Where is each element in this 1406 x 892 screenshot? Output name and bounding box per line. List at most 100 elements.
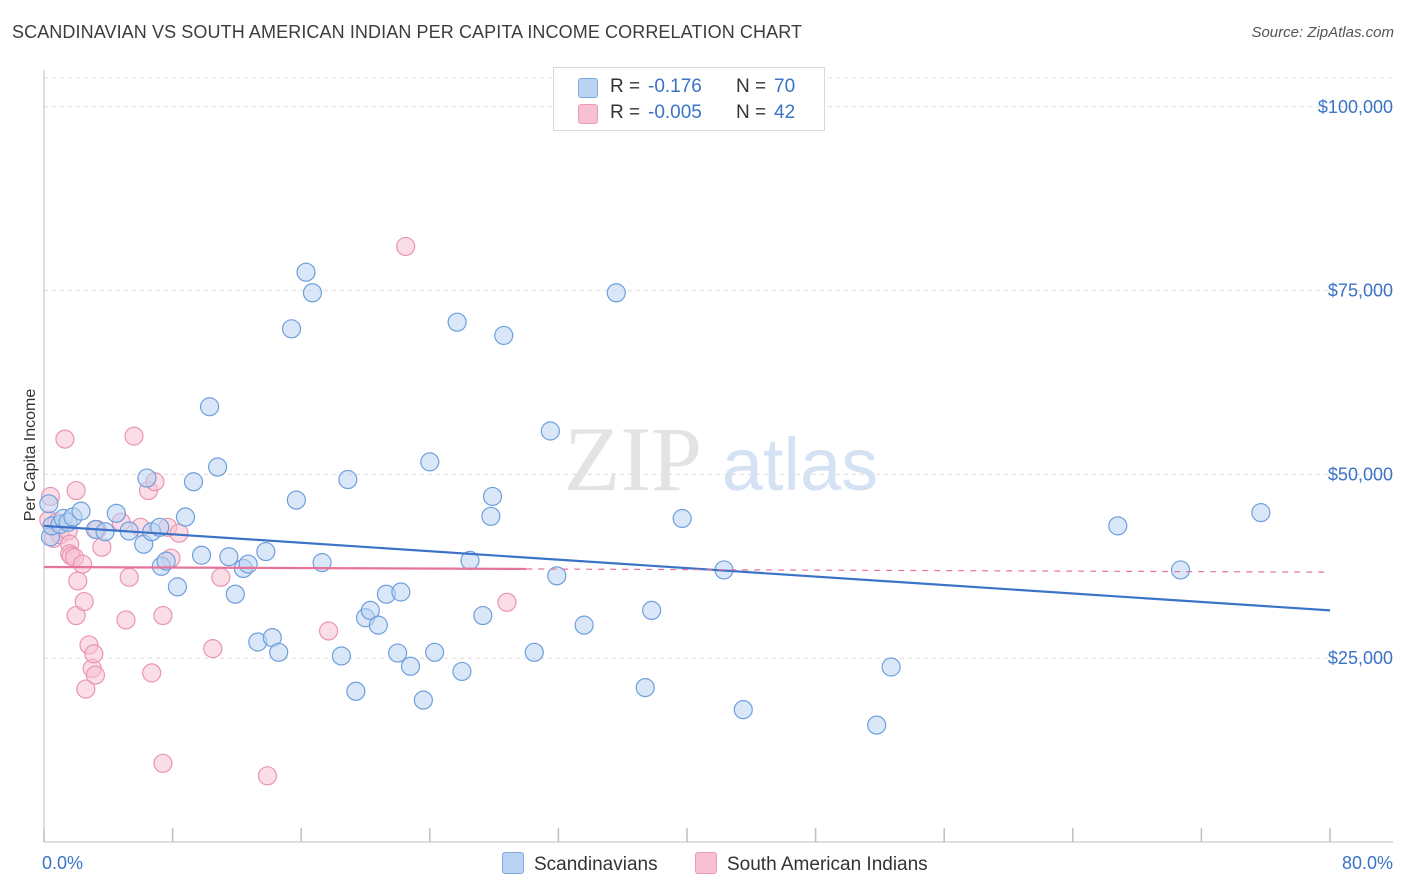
south-american-indian-point [169,523,189,543]
south-american-indian-point [318,621,339,641]
scandinavian-point [238,554,258,574]
r-label: R = [610,76,641,97]
scandinavian-point [413,690,433,710]
y-tick-label: $25,000 [1328,648,1393,668]
n-label: N = [736,76,767,97]
south-american-indian-point [55,429,75,449]
y-tick-label: $75,000 [1328,281,1393,301]
scandinavian-point [175,507,196,527]
scandinavian-point [482,486,503,507]
r-value: -0.005 [648,102,702,123]
scandinavian-point [574,615,594,635]
series-scandinavians [39,262,1271,735]
scandinavian-point [733,700,753,720]
scandinavians-trend-line [43,524,1331,612]
trend-lines [43,524,1331,612]
scandinavian-point [199,397,220,417]
south-american-indian-point [66,480,86,501]
x-tick-label-min: 0.0% [42,853,83,873]
south-american-indian-point [142,663,162,683]
scandinavian-point [1170,560,1191,580]
south-american-indian-point [116,610,136,630]
n-label: N = [736,102,767,123]
south-american-indian-point [211,567,231,587]
south-american-indian-point [92,537,112,557]
scandinavian-point [1108,516,1128,536]
scandinavian-point [867,715,887,735]
scandinavian-point [391,582,411,602]
scandinavian-point [281,319,302,339]
scandinavian-point [71,501,91,521]
scandinavian-point [137,468,157,488]
scandinavian-point [524,642,544,662]
south-american-indian-point [257,766,278,786]
scandinavian-point [191,545,212,565]
scandinavian-point [547,566,567,586]
south-american-indian-point [76,679,96,699]
scandinavian-point [360,600,380,621]
south-american-indian-point [85,665,106,685]
y-tick-labels: $25,000 $50,000 $75,000 $100,000 [1318,97,1393,668]
legend-item-scandinavians: Scandinavians [502,852,658,876]
pink-swatch [695,852,717,874]
blue-swatch [502,852,524,874]
south-american-indian-point [203,639,223,659]
scandinavian-point [225,584,245,604]
scandinavian-point [346,681,366,701]
r-value: -0.176 [648,76,702,97]
south-american-indian-point [74,591,94,612]
axes [43,70,1393,843]
watermark: ZIP atlas [564,408,878,510]
legend-label: South American Indians [727,854,928,875]
south-american-indian-point [119,567,139,587]
scandinavian-point [183,472,204,492]
watermark-atlas: atlas [722,423,878,506]
x-tick-label-max: 80.0% [1342,853,1393,873]
scandinavian-point [635,677,655,698]
scandinavian-point [269,642,289,662]
r-label: R = [610,102,641,123]
scandinavian-point [167,577,188,597]
scandinavian-point [481,506,501,526]
scandinavian-point [540,421,560,441]
y-axis-label: Per Capita Income [22,389,39,522]
source-label: Source: ZipAtlas.com [1251,24,1394,41]
scandinavian-point [368,615,388,635]
scandinavian-point [642,600,662,621]
scandinavian-point [106,503,126,523]
south-american-indian-point [68,571,88,591]
scandinavian-point [95,522,115,542]
scandinavian-point [420,452,440,472]
south-american-indians-trend-extension [526,568,1331,573]
scandinavian-point [219,547,239,567]
south-american-indian-point [72,554,93,574]
scandinavian-point [302,283,323,303]
scandinavian-point [388,643,408,663]
south-american-indian-point [84,644,104,664]
legend-item-south-american-indians: South American Indians [695,852,928,876]
scandinavian-point [296,262,316,282]
south-american-indian-point [124,426,144,446]
scandinavian-point [400,656,421,676]
south-american-indian-point [153,753,173,773]
scandinavian-point [331,646,351,666]
watermark-zip: ZIP [564,408,702,510]
blue-swatch [578,78,598,98]
scandinavian-point [338,469,358,490]
stats-legend: R = -0.176 N = 70 R = -0.005 N = 42 [553,67,825,131]
south-american-indian-point [396,236,416,257]
scandinavian-point [452,661,472,682]
y-tick-label: $100,000 [1318,97,1393,117]
scandinavian-point [425,642,445,662]
chart-title: SCANDINAVIAN VS SOUTH AMERICAN INDIAN PE… [12,22,803,42]
scandinavian-point [473,605,493,626]
south-american-indian-point [497,592,517,612]
scandinavian-point [286,490,306,510]
scandinavian-point [447,312,467,332]
south-american-indian-point [153,605,173,626]
scandinavian-point [494,325,514,346]
scandinavian-point [156,551,176,571]
pink-swatch [578,104,598,124]
scandinavian-point [256,541,276,562]
y-tick-label: $50,000 [1328,464,1393,484]
